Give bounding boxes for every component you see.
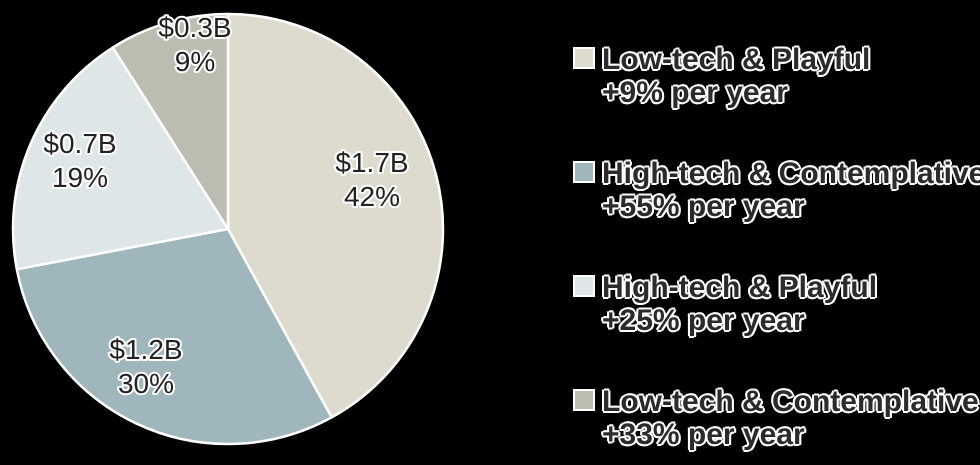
legend-swatch-high-tech-contemplative — [575, 163, 593, 181]
legend-growth-rate: +25% per year — [602, 304, 805, 337]
legend-item-high-tech-contemplative: High-tech & Contemplative +55% per year — [575, 157, 980, 223]
legend-item-low-tech-playful: Low-tech & Playful +9% per year — [575, 43, 870, 109]
legend-label: Low-tech & Contemplative +33% per year — [602, 385, 979, 451]
legend-growth-rate: +9% per year — [602, 76, 788, 109]
legend-swatch-high-tech-playful — [575, 277, 593, 295]
legend-category-name: High-tech & Playful — [602, 271, 878, 304]
slice-label-3: $0.3B 9% — [158, 12, 231, 77]
slice-label-1: $1.2B 30% — [109, 334, 182, 399]
legend-swatch-low-tech-contemplative — [575, 391, 593, 409]
legend-item-high-tech-playful: High-tech & Playful +25% per year — [575, 271, 877, 337]
pie-slice-2 — [11, 46, 230, 271]
legend-category-name: Low-tech & Contemplative — [602, 385, 979, 418]
legend-label: High-tech & Contemplative +55% per year — [602, 157, 980, 223]
legend-item-low-tech-contemplative: Low-tech & Contemplative +33% per year — [575, 385, 979, 451]
pie-slice-0 — [226, 12, 445, 419]
legend-label: High-tech & Playful +25% per year — [602, 271, 877, 337]
pie-slice-1 — [15, 227, 333, 446]
slice-label-0: $1.7B 42% — [335, 147, 408, 212]
legend-category-name: High-tech & Contemplative — [602, 157, 980, 190]
legend-swatch-low-tech-playful — [575, 49, 593, 67]
pie-slice-3 — [111, 12, 230, 231]
legend-growth-rate: +55% per year — [602, 190, 805, 223]
pie-chart: $1.7B 42% $1.2B 30% $0.7B 19% $0.3B 9% — [11, 10, 445, 446]
slice-label-2: $0.7B 19% — [43, 128, 116, 193]
legend-category-name: Low-tech & Playful — [602, 43, 871, 76]
legend-label: Low-tech & Playful +9% per year — [602, 43, 870, 109]
legend-growth-rate: +33% per year — [602, 418, 805, 451]
